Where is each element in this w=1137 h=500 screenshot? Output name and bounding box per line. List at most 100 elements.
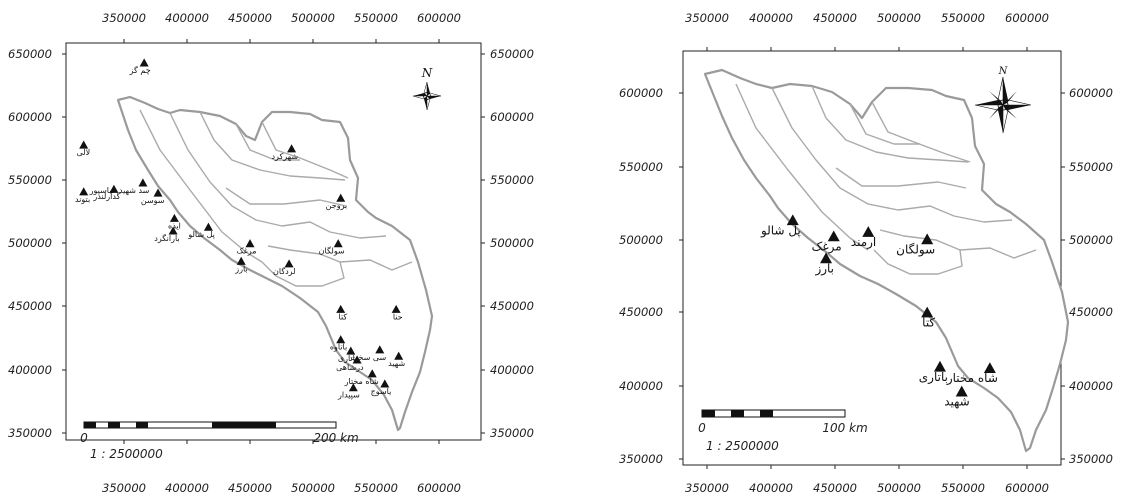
left-y-tick-left: 650000 [8,47,52,61]
station-marker-icon [955,385,968,397]
left-y-tick-left: 550000 [8,173,52,187]
right-y-axis: 600000 550000 500000 450000 400000 35000… [619,86,1113,466]
north-arrow-icon [412,81,442,111]
station-label: لردگان [273,266,296,276]
station-label: مرغک [236,247,256,256]
station-marker-icon [786,214,799,226]
subbasin-line [261,245,345,287]
north-arrow-icon [974,76,1032,134]
left-y-tick-left: 400000 [8,363,52,377]
right-x-tick-top: 500000 [877,11,921,25]
station-label: سوسن [141,196,165,205]
left-y-tick-right: 600000 [490,110,534,124]
station-marker-icon [203,222,213,231]
right-scale-bar: 0 100 km 1 : 2500000 [698,409,868,453]
station-label: بارز [814,261,834,276]
station-label: حنا [393,312,403,321]
subbasin-line [199,111,346,181]
subbasin-line [169,112,387,239]
left-x-tick-top: 450000 [228,11,272,25]
left-x-axis: 350000 400000 450000 500000 550000 60000… [102,11,461,495]
station-marker-icon [79,187,89,196]
right-y-tick-left: 350000 [619,452,663,466]
left-x-tick-top: 350000 [102,11,146,25]
station-label: یاسوج [371,387,392,396]
station-label: پل شالو [187,230,215,239]
scale-zero-label: 0 [80,431,88,445]
station-label: شاه مختار [946,371,998,386]
left-x-tick-bottom: 350000 [102,481,146,495]
station-label: سی سخت [351,353,387,362]
scale-ratio: 1 : 2500000 [90,447,163,461]
left-x-tick-top: 550000 [354,11,398,25]
subbasin-line [139,109,263,263]
subbasin-line [339,259,413,271]
station-marker-icon [333,239,343,248]
right-x-tick-top: 350000 [685,11,729,25]
station-label: کتا [922,316,935,330]
right-y-tick-right: 500000 [1069,233,1113,247]
station-label: شهید [944,395,970,409]
right-y-tick-left: 500000 [619,233,663,247]
scale-zero-label: 0 [698,421,706,435]
left-y-tick-right: 550000 [490,173,534,187]
right-y-tick-right: 450000 [1069,305,1113,319]
station-marker-icon [153,188,163,197]
station-marker-icon [391,304,401,313]
subbasin-line [771,87,1013,223]
station-label: لالی [77,148,91,157]
subbasin-line [261,121,349,179]
right-y-tick-left: 450000 [619,305,663,319]
right-y-tick-right: 400000 [1069,379,1113,393]
station-marker-icon [109,184,119,193]
station-marker-icon [336,304,346,313]
subbasin-line [873,229,963,275]
station-marker-icon [348,383,358,392]
left-map: 350000 400000 450000 500000 550000 60000… [8,11,534,495]
station-label: شهید [388,359,405,368]
right-x-tick-bottom: 550000 [941,481,985,495]
right-x-tick-bottom: 350000 [685,481,729,495]
station-label: پل شالو [760,223,801,238]
station-label: کتا [339,312,348,321]
station-label: بارانگرد [154,233,179,243]
station-marker-icon [236,256,246,265]
station-marker-icon [284,259,294,268]
left-x-tick-bottom: 550000 [354,481,398,495]
right-x-tick-bottom: 500000 [877,481,921,495]
basin-outline [116,95,434,432]
scale-end-label: 100 km [822,421,867,435]
left-y-tick-right: 350000 [490,426,534,440]
station-label: باتاری [338,354,357,363]
station-marker-icon [394,351,404,360]
right-x-tick-top: 550000 [941,11,985,25]
left-y-tick-right: 650000 [490,47,534,61]
station-label: بروجن [326,201,348,210]
station-label: بتوند [75,195,90,204]
basin-outline [703,68,1070,453]
left-y-tick-left: 500000 [8,236,52,250]
north-label: N [998,66,1009,77]
station-marker-icon [169,213,179,222]
left-x-tick-bottom: 450000 [228,481,272,495]
left-scale-bar: 0 200 km 1 : 2500000 [80,421,359,461]
right-basin [703,68,1070,453]
station-marker-icon [862,226,875,237]
station-marker-icon [380,379,390,388]
station-label: مرغک [812,239,842,254]
station-marker-icon [245,239,255,248]
station-label: درشاهی [336,363,364,372]
left-x-tick-top: 600000 [417,11,461,25]
station-marker-icon [367,369,377,378]
subbasin-line [235,123,300,161]
station-label: چم گز [129,65,151,75]
left-x-tick-bottom: 500000 [291,481,335,495]
scale-end-label: 200 km [313,431,358,445]
station-marker-icon [375,345,385,354]
left-x-tick-top: 400000 [165,11,209,25]
station-marker-icon [933,360,946,372]
station-marker-icon [921,306,934,318]
subbasin-line [849,103,920,145]
